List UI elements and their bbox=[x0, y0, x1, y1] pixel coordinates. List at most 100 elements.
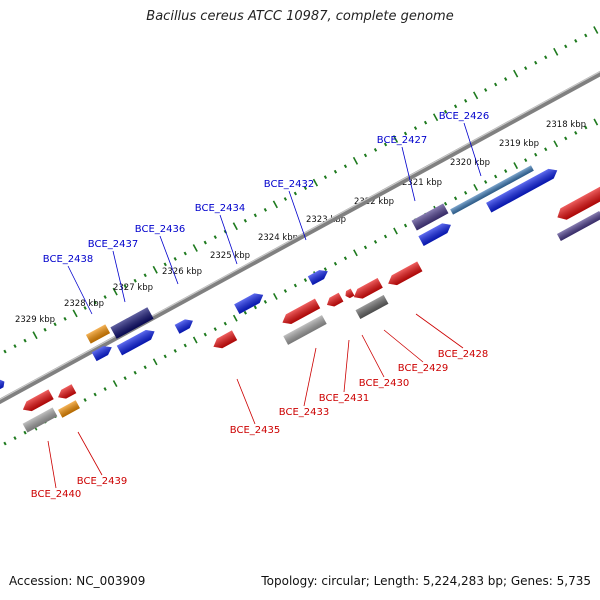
gene-block-2431 bbox=[326, 292, 344, 307]
scale-tick bbox=[393, 227, 398, 235]
gene-block-2428 bbox=[388, 261, 423, 286]
gene-label-reverse: BCE_2439 bbox=[77, 476, 127, 487]
scale-tick bbox=[152, 265, 158, 274]
scale-dot bbox=[143, 273, 147, 278]
scale-dot bbox=[253, 213, 257, 218]
gene-block-2440b bbox=[22, 407, 58, 433]
scale-tick bbox=[352, 156, 359, 165]
ruler-inner-dotted bbox=[3, 118, 599, 446]
gene-block-2439a bbox=[58, 384, 77, 399]
gene-block-2426b bbox=[450, 165, 534, 215]
scale-dot bbox=[403, 131, 408, 136]
scale-dot bbox=[183, 343, 187, 348]
scale-dot bbox=[504, 77, 508, 81]
scale-dot bbox=[3, 441, 7, 446]
scale-dot bbox=[293, 191, 298, 196]
leader-line bbox=[401, 146, 416, 202]
gene-block-2438a-shade bbox=[91, 346, 112, 362]
scale-labels: 2318 kbp 2319 kbp 2320 kbp 2321 kbp 2322 kbp… bbox=[15, 120, 586, 325]
gene-block-2440a-shade bbox=[22, 389, 54, 412]
genome-backbone bbox=[0, 70, 600, 405]
gene-block-2438a bbox=[91, 346, 112, 362]
leader-line bbox=[67, 265, 93, 315]
scale-tick bbox=[192, 336, 198, 344]
scale-dot bbox=[123, 284, 127, 289]
leader-line bbox=[112, 250, 126, 303]
scale-dot bbox=[163, 262, 167, 267]
leader-line bbox=[383, 329, 424, 363]
scale-dot bbox=[343, 164, 348, 169]
gene-label-reverse: BCE_2433 bbox=[279, 407, 329, 418]
gene-block-2432 bbox=[307, 270, 328, 286]
gene-block-2434-shade bbox=[234, 293, 264, 315]
gene-label-reverse: BCE_2431 bbox=[319, 393, 369, 404]
scale-tick bbox=[272, 200, 278, 209]
scale-dot bbox=[423, 120, 428, 125]
accession-label: Accession: NC_003909 bbox=[9, 574, 146, 588]
scale-dot bbox=[463, 98, 468, 103]
leader-line bbox=[288, 190, 307, 241]
scale-tick bbox=[272, 292, 278, 300]
gene-block-2440b-shade bbox=[22, 407, 58, 433]
gene-block-2425-shade bbox=[557, 184, 600, 220]
scale-dot bbox=[363, 153, 368, 158]
scale-label: 2322 kbp bbox=[354, 197, 394, 207]
scale-dot bbox=[283, 197, 288, 201]
scale-dot bbox=[103, 295, 107, 299]
gene-block-2426b-shade bbox=[450, 165, 534, 215]
gene-block-2427 bbox=[418, 223, 451, 246]
scale-dot bbox=[504, 169, 508, 173]
scale-dot bbox=[183, 251, 187, 256]
gene-block-2438b-shade bbox=[85, 324, 111, 344]
gene-block-edge bbox=[0, 379, 5, 391]
scale-dot bbox=[223, 321, 227, 326]
scale-dot bbox=[574, 131, 578, 135]
backbone-highlight bbox=[0, 71, 600, 400]
gene-block-2427-shade bbox=[418, 223, 451, 246]
scale-dot bbox=[43, 327, 47, 332]
gene-block-2439a-shade bbox=[58, 384, 77, 399]
gene-block-2430 bbox=[355, 294, 389, 320]
scale-label: 2329 kbp bbox=[15, 315, 55, 325]
scale-dot bbox=[584, 33, 588, 38]
gene-label-forward: BCE_2436 bbox=[135, 224, 185, 235]
leader-line bbox=[219, 214, 238, 265]
gene-block-2430-shade bbox=[355, 294, 389, 320]
gene-block-2436-shade bbox=[174, 319, 193, 334]
leader-line bbox=[361, 334, 385, 378]
scale-dot bbox=[173, 257, 177, 261]
backbone-line bbox=[0, 70, 600, 405]
gene-block-2437a-shade bbox=[116, 329, 155, 356]
scale-dot bbox=[83, 398, 87, 402]
gene-label-reverse: BCE_2440 bbox=[31, 489, 81, 500]
scale-dot bbox=[13, 436, 17, 440]
scale-dot bbox=[584, 125, 588, 130]
scale-tick bbox=[312, 178, 319, 187]
gene-block-2437b-shade bbox=[110, 307, 154, 339]
scale-dot bbox=[494, 174, 498, 179]
gene-block-2438b bbox=[85, 324, 111, 344]
scale-dot bbox=[173, 349, 177, 353]
scale-dot bbox=[403, 223, 408, 228]
scale-dot bbox=[534, 152, 538, 157]
gene-block-2430b bbox=[345, 288, 355, 299]
scale-dot bbox=[23, 338, 27, 343]
gene-block-2427b bbox=[411, 203, 449, 231]
scale-tick bbox=[112, 287, 118, 296]
scale-dot bbox=[453, 196, 458, 201]
leader-line bbox=[159, 235, 179, 285]
scale-label: 2321 kbp bbox=[402, 178, 442, 188]
scale-dot bbox=[133, 278, 137, 283]
scale-dot bbox=[203, 332, 207, 337]
leader-line bbox=[463, 122, 482, 177]
gene-block-2431-shade bbox=[326, 292, 344, 307]
scale-dot bbox=[483, 180, 488, 184]
scale-dot bbox=[453, 104, 458, 109]
scale-label: 2320 kbp bbox=[450, 158, 490, 168]
scale-dot bbox=[83, 306, 87, 310]
gene-block-2425b-shade bbox=[557, 210, 600, 242]
scale-dot bbox=[243, 310, 247, 315]
gene-block-2436 bbox=[174, 319, 193, 334]
gene-features bbox=[0, 165, 600, 433]
